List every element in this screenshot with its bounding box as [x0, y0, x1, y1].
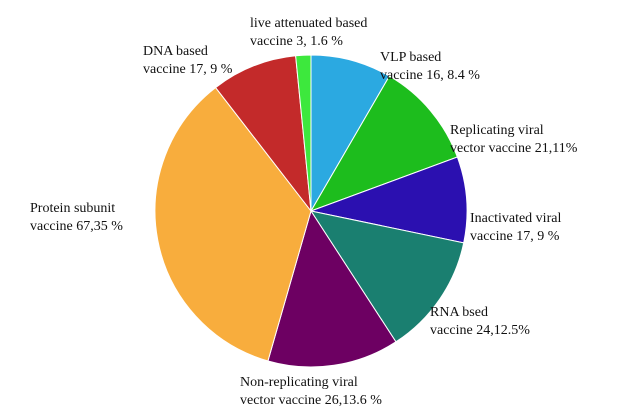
slice-label: DNA based	[143, 44, 208, 59]
pie-slice	[295, 54, 312, 212]
slice-label: Non-replicating viral	[240, 375, 358, 390]
pie-slice	[309, 75, 458, 212]
slice-value-label: vaccine 17, 9 %	[470, 229, 560, 244]
slice-value-label: vaccine 24,12.5%	[430, 323, 530, 338]
slice-value-label: vaccine 16, 8.4 %	[380, 68, 480, 83]
pie-slice	[309, 210, 465, 343]
slice-label: Inactivated viral	[470, 211, 561, 226]
slice-label: RNA bsed	[430, 305, 488, 320]
slice-value-label: vaccine 67,35 %	[30, 219, 123, 234]
slice-value-label: vector vaccine 21,11%	[450, 141, 578, 156]
slice-value-label: vaccine 3, 1.6 %	[250, 34, 343, 49]
slice-label: live attenuated based	[250, 16, 367, 31]
slice-label: VLP based	[380, 50, 441, 65]
pie-slice	[154, 86, 312, 362]
slice-label: Protein subunit	[30, 201, 115, 216]
slice-label: Replicating viral	[450, 123, 544, 138]
slice-value-label: vector vaccine 26,13.6 %	[240, 393, 382, 408]
pie-slice	[309, 156, 468, 244]
slice-value-label: vaccine 17, 9 %	[143, 62, 233, 77]
pie-slice	[214, 55, 312, 213]
